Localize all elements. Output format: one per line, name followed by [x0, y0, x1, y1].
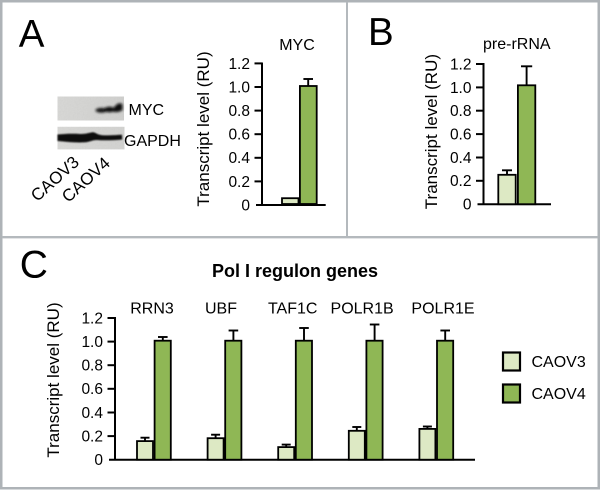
svg-text:POLR1B: POLR1B	[331, 301, 394, 318]
svg-text:TAF1C: TAF1C	[268, 301, 317, 318]
svg-text:0.2: 0.2	[81, 429, 103, 446]
svg-text:1.0: 1.0	[228, 79, 250, 96]
svg-text:0.4: 0.4	[81, 405, 103, 422]
svg-text:0.8: 0.8	[81, 358, 103, 375]
svg-text:RRN3: RRN3	[130, 301, 174, 318]
svg-text:MYC: MYC	[279, 37, 315, 54]
svg-text:1.0: 1.0	[450, 80, 472, 97]
svg-text:B: B	[368, 11, 394, 54]
svg-text:GAPDH: GAPDH	[124, 133, 181, 150]
svg-text:0: 0	[94, 452, 103, 469]
svg-text:A: A	[19, 13, 45, 56]
svg-text:0.4: 0.4	[450, 150, 472, 167]
svg-text:0.8: 0.8	[450, 103, 472, 120]
svg-text:0.8: 0.8	[228, 103, 250, 120]
svg-text:0.6: 0.6	[81, 381, 103, 398]
svg-text:Transcript level (RU): Transcript level (RU)	[44, 302, 63, 457]
svg-text:Transcript level (RU): Transcript level (RU)	[194, 51, 213, 206]
svg-text:CAOV4: CAOV4	[532, 386, 586, 403]
svg-text:MYC: MYC	[129, 102, 165, 119]
svg-text:0.4: 0.4	[228, 150, 250, 167]
svg-text:Transcript level (RU): Transcript level (RU)	[422, 54, 441, 209]
svg-text:UBF: UBF	[205, 301, 237, 318]
svg-text:POLR1E: POLR1E	[411, 301, 474, 318]
svg-text:1.0: 1.0	[81, 334, 103, 351]
svg-text:Pol I regulon genes: Pol I regulon genes	[212, 261, 378, 281]
svg-text:0: 0	[463, 197, 472, 214]
svg-text:1.2: 1.2	[450, 56, 472, 73]
svg-text:1.2: 1.2	[81, 310, 103, 327]
svg-text:0.6: 0.6	[450, 127, 472, 144]
svg-text:0.6: 0.6	[228, 127, 250, 144]
svg-text:0: 0	[241, 197, 250, 214]
svg-text:pre-rRNA: pre-rRNA	[483, 36, 551, 53]
svg-text:C: C	[20, 244, 48, 287]
svg-text:0.2: 0.2	[228, 174, 250, 191]
svg-text:1.2: 1.2	[228, 56, 250, 73]
svg-text:CAOV3: CAOV3	[532, 354, 586, 371]
svg-text:0.2: 0.2	[450, 173, 472, 190]
